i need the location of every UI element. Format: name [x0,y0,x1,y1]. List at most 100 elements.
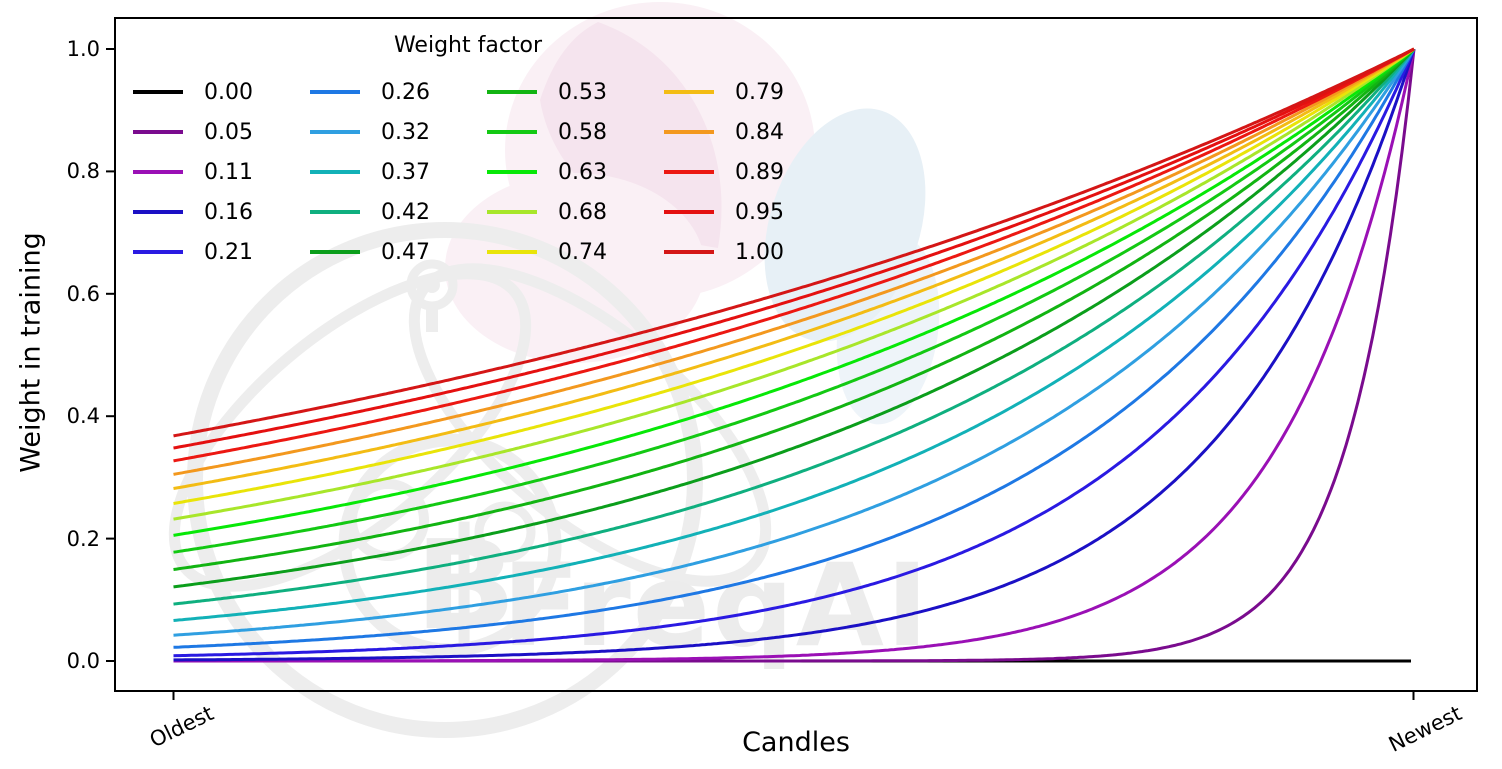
y-axis-title: Weight in training [15,232,47,473]
curve-0.37 [173,48,1416,622]
legend-label: 0.79 [735,79,784,105]
legend-item: 0.84 [657,112,834,152]
legend-label: 0.53 [558,79,607,105]
curve-0.53 [173,47,1416,571]
curve-0.16 [173,48,1416,662]
legend-line-swatch [487,250,537,254]
legend-label: 0.58 [558,119,607,145]
legend-item: 0.05 [126,112,303,152]
curve-0.26 [173,48,1416,649]
legend-label: 0.47 [381,239,430,265]
curve-0.32 [173,48,1416,637]
legend-label: 0.00 [204,79,253,105]
legend-item: 0.68 [480,192,657,232]
curve-0.68 [173,47,1415,521]
legend-item: 0.53 [480,72,657,112]
legend-line-swatch [310,90,360,94]
legend-line-swatch [487,170,537,174]
legend-line-swatch [133,210,183,214]
legend-line-swatch [487,90,537,94]
legend-label: 0.16 [204,199,253,225]
legend-line-swatch [310,250,360,254]
legend-label: 0.89 [735,159,784,185]
legend-label: 0.11 [204,159,253,185]
curve-0.11 [173,48,1416,663]
curve-0.42 [173,48,1416,606]
watermark-pink-leaf [540,22,722,248]
legend-label: 0.95 [735,199,784,225]
legend-line-swatch [664,130,714,134]
curve-0.47 [173,47,1416,589]
legend-line-swatch [487,210,537,214]
legend-line-swatch [664,170,714,174]
legend-item: 0.89 [657,152,834,192]
legend-item: 0.11 [126,152,303,192]
legend-label: 0.26 [381,79,430,105]
legend: 0.00 0.05 0.11 0.16 0.21 0.26 0.32 0.37 0.42 0.47… [126,72,834,272]
legend-label: 0.68 [558,199,607,225]
legend-item: 0.00 [126,72,303,112]
legend-item: 1.00 [657,232,834,272]
curve-0.58 [173,47,1415,554]
legend-label: 0.63 [558,159,607,185]
legend-item: 0.37 [303,152,480,192]
legend-item: 0.42 [303,192,480,232]
legend-label: 0.32 [381,119,430,145]
curve-0.84 [173,47,1415,476]
curve-0.63 [173,47,1415,537]
legend-label: 0.74 [558,239,607,265]
curve-0.74 [173,47,1415,505]
legend-item: 0.26 [303,72,480,112]
curve-0.89 [173,47,1415,463]
y-tick-label: 0.8 [66,159,100,183]
y-tick-label: 1.0 [66,37,100,61]
legend-line-swatch [310,130,360,134]
legend-line-swatch [664,250,714,254]
y-tick-label: 0.6 [66,282,100,306]
legend-line-swatch [310,170,360,174]
legend-item: 0.95 [657,192,834,232]
legend-label: 0.37 [381,159,430,185]
freqai-watermark: ฿ FreqAI [168,2,940,738]
curve-1.00 [173,47,1415,438]
watermark-logo-crown-dot [424,277,440,293]
legend-line-swatch [664,210,714,214]
watermark-text: FreqAI [502,539,930,672]
watermark-coin-glyph: ฿ [418,499,515,662]
legend-item: 0.21 [126,232,303,272]
legend-label: 1.00 [735,239,784,265]
legend-line-swatch [487,130,537,134]
legend-line-swatch [133,250,183,254]
legend-label: 0.21 [204,239,253,265]
axes [106,17,1478,700]
curve-0.79 [173,47,1415,490]
y-tick-label: 0.0 [66,649,100,673]
legend-item: 0.58 [480,112,657,152]
legend-item: 0.74 [480,232,657,272]
legend-line-swatch [133,90,183,94]
y-tick-label: 0.4 [66,404,100,428]
legend-title: Weight factor [393,33,543,58]
legend-line-swatch [310,210,360,214]
legend-item: 0.16 [126,192,303,232]
plot-border [114,17,1478,692]
watermark-logo-inner-circle [338,433,562,657]
watermark-logo-gear-circle-2 [474,501,536,563]
watermark-logo-crown-stem [426,306,438,332]
legend-line-swatch [133,130,183,134]
curve-0.21 [173,48,1416,658]
watermark-logo-gear-circle [347,479,429,561]
y-tick-label: 0.2 [66,527,100,551]
curve-0.95 [173,47,1415,450]
legend-label: 0.05 [204,119,253,145]
legend-line-swatch [664,90,714,94]
x-axis-title: Candles [742,727,850,758]
legend-label: 0.42 [381,199,430,225]
legend-item: 0.32 [303,112,480,152]
legend-item: 0.63 [480,152,657,192]
legend-label: 0.84 [735,119,784,145]
legend-item: 0.47 [303,232,480,272]
curves [173,47,1416,663]
